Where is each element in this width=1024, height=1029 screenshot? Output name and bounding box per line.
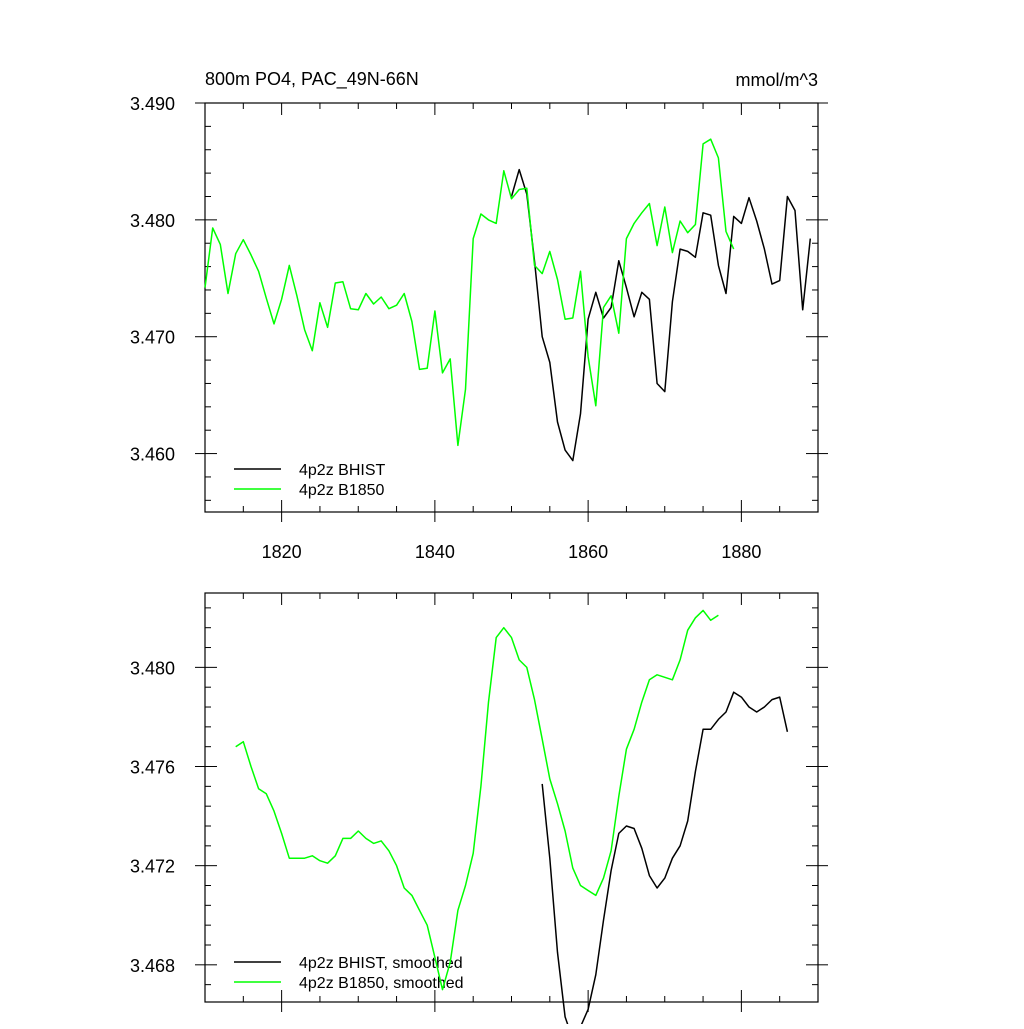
top-plot-frame — [204, 102, 819, 513]
bottom-series-line-b1850 — [235, 609, 719, 991]
bottom-y-tick-label: 3.468 — [130, 956, 175, 976]
top-panel: 3.460 3.470 3.480 3.490 1820 1840 1860 1880 — [130, 94, 828, 562]
top-series-line-bhist — [510, 168, 812, 462]
top-x-tick-label: 1840 — [415, 542, 455, 562]
top-y-tick-label: 3.490 — [130, 94, 175, 114]
bottom-plot-frame — [204, 592, 819, 1003]
bottom-legend-label-bhist: 4p2z BHIST, smoothed — [299, 955, 463, 972]
top-y-tick-label: 3.460 — [130, 445, 175, 465]
top-panel-units: mmol/m^3 — [736, 70, 818, 90]
top-y-tick-label: 3.470 — [130, 328, 175, 348]
top-x-tick-label: 1860 — [568, 542, 608, 562]
bottom-panel: 3.468 3.472 3.476 3.480 — [130, 592, 828, 1029]
top-y-tick-label: 3.480 — [130, 211, 175, 231]
top-x-tick-label: 1880 — [721, 542, 761, 562]
bottom-series-line-bhist — [541, 691, 789, 1029]
bottom-y-tick-label: 3.476 — [130, 758, 175, 778]
top-series-line-b1850 — [204, 138, 735, 447]
top-legend-label-bhist: 4p2z BHIST — [299, 462, 385, 479]
top-legend-label-b1850: 4p2z B1850 — [299, 482, 385, 499]
bottom-legend-label-b1850: 4p2z B1850, smoothed — [299, 975, 464, 992]
bottom-y-tick-label: 3.472 — [130, 857, 175, 877]
top-panel-title: 800m PO4, PAC_49N-66N — [205, 69, 419, 90]
top-x-tick-label: 1820 — [262, 542, 302, 562]
bottom-y-tick-label: 3.480 — [130, 658, 175, 678]
